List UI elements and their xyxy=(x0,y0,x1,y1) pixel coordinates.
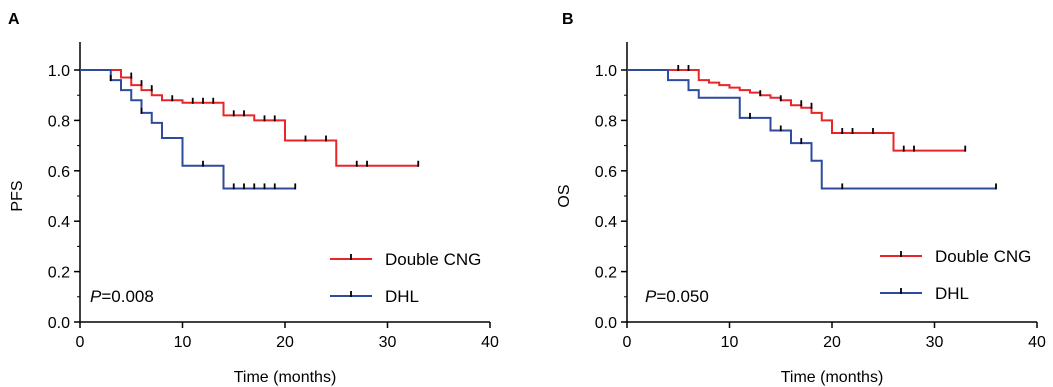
panel-label: B xyxy=(562,11,574,28)
legend: Double CNG DHL xyxy=(880,247,1031,303)
p-value-prefix: P xyxy=(645,287,657,306)
y-tick-label: 0.0 xyxy=(48,315,70,332)
p-value-annotation: P=0.050 xyxy=(645,287,709,306)
p-value-prefix: P xyxy=(90,287,102,306)
y-tick-label: 0.4 xyxy=(48,214,70,231)
series-line-dhl xyxy=(80,69,296,190)
y-tick-label: 0.4 xyxy=(595,214,617,231)
y-tick-label: 0.2 xyxy=(595,265,617,282)
p-value-text: =0.050 xyxy=(656,287,708,306)
chart-panel-b: B 0 10 20 30 40 0.0 0.2 0.4 0.6 0.8 1.0 Time (months… xyxy=(556,11,1046,386)
x-tick-label: 0 xyxy=(76,334,85,351)
y-tick-label: 1.0 xyxy=(48,63,70,80)
p-value-text: =0.008 xyxy=(101,287,153,306)
series-line-double-cng xyxy=(627,69,966,152)
chart-panel-a: A 0 10 20 30 40 0.0 0.2 0.4 0.6 0.8 1.0 Time (months… xyxy=(8,11,499,386)
y-tick-label: 0.8 xyxy=(48,113,70,130)
y-tick-label: 0.2 xyxy=(48,265,70,282)
y-tick-label: 0.0 xyxy=(595,315,617,332)
y-tick-label: 0.8 xyxy=(595,113,617,130)
x-tick-label: 10 xyxy=(721,334,739,351)
y-axis-label: PFS xyxy=(9,180,26,211)
x-tick-label: 10 xyxy=(174,334,192,351)
y-tick-label: 1.0 xyxy=(595,63,617,80)
series-line-dhl xyxy=(627,69,996,190)
x-tick-label: 30 xyxy=(379,334,397,351)
legend-label: DHL xyxy=(935,284,969,303)
legend-label: DHL xyxy=(385,287,419,306)
y-tick-label: 0.6 xyxy=(48,164,70,181)
series-line-double-cng xyxy=(80,69,419,167)
x-tick-label: 40 xyxy=(1028,334,1046,351)
x-tick-label: 20 xyxy=(823,334,841,351)
legend: Double CNG DHL xyxy=(330,250,481,306)
p-value-annotation: P=0.008 xyxy=(90,287,154,306)
x-tick-label: 30 xyxy=(926,334,944,351)
x-axis-label: Time (months) xyxy=(234,369,337,386)
x-tick-label: 20 xyxy=(276,334,294,351)
x-axis-label: Time (months) xyxy=(781,369,884,386)
legend-label: Double CNG xyxy=(935,247,1031,266)
y-tick-label: 0.6 xyxy=(595,164,617,181)
x-tick-label: 40 xyxy=(481,334,499,351)
legend-label: Double CNG xyxy=(385,250,481,269)
y-axis-label: OS xyxy=(556,184,573,207)
panel-label: A xyxy=(8,11,20,28)
x-tick-label: 0 xyxy=(623,334,632,351)
